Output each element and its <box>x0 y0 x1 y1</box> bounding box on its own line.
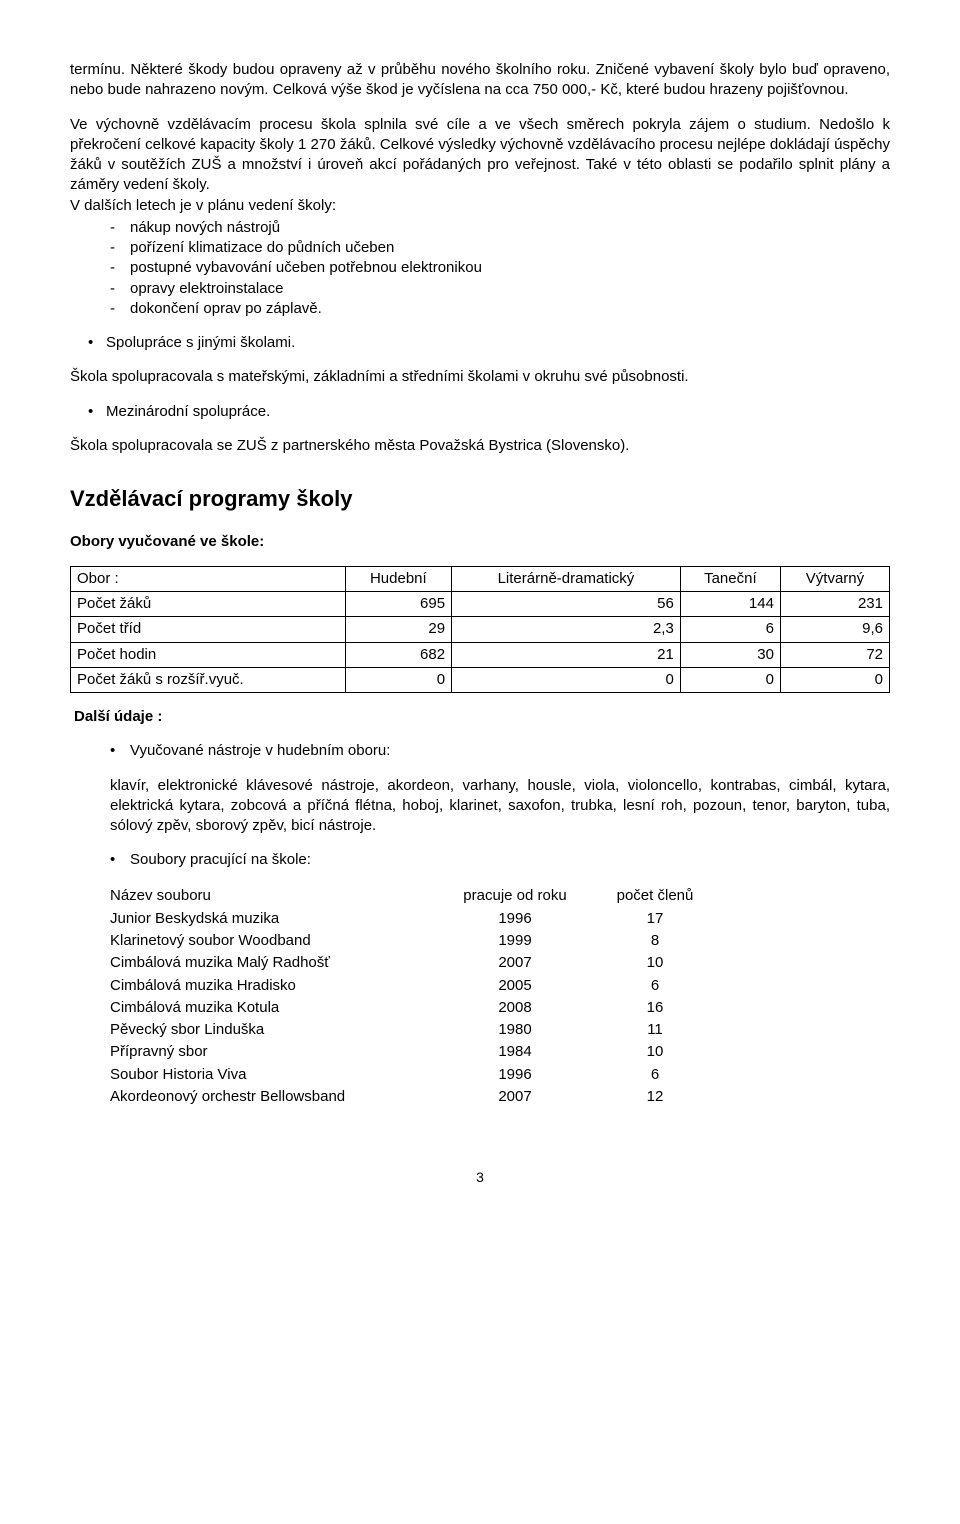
soubory-count: 17 <box>600 908 720 930</box>
plan-list-item: opravy elektroinstalace <box>70 279 890 299</box>
soubory-year: 2007 <box>440 1086 600 1108</box>
soubory-year: 1980 <box>440 1019 600 1041</box>
soubory-name: Cimbálová muzika Malý Radhošť <box>110 952 440 974</box>
soubory-col-count: počet členů <box>600 885 720 908</box>
table-row: Soubor Historia Viva19966 <box>110 1064 720 1086</box>
paragraph-mezinarodni: Škola spolupracovala se ZUŠ z partnerské… <box>70 436 890 456</box>
soubory-name: Cimbálová muzika Hradisko <box>110 975 440 997</box>
soubory-year: 2007 <box>440 952 600 974</box>
plan-list-item: nákup nových nástrojů <box>70 218 890 238</box>
soubory-count: 6 <box>600 975 720 997</box>
soubory-name: Pěvecký sbor Linduška <box>110 1019 440 1041</box>
obory-row-value: 0 <box>452 667 681 692</box>
soubory-year: 1996 <box>440 908 600 930</box>
table-row: Pěvecký sbor Linduška198011 <box>110 1019 720 1041</box>
plan-list-lead: V dalších letech je v plánu vedení školy… <box>70 196 890 216</box>
obory-row-label: Počet hodin <box>71 642 346 667</box>
paragraph-intro: termínu. Některé škody budou opraveny až… <box>70 60 890 101</box>
page-number: 3 <box>70 1168 890 1187</box>
soubory-year: 1999 <box>440 930 600 952</box>
table-obory: Obor :HudebníLiterárně-dramatickýTaneční… <box>70 566 890 693</box>
section-title: Vzdělávací programy školy <box>70 484 890 514</box>
soubory-name: Soubor Historia Viva <box>110 1064 440 1086</box>
bullet-nastroje: Vyučované nástroje v hudebním oboru: <box>70 741 890 761</box>
dalsi-udaje-label: Další údaje : <box>74 707 890 727</box>
obory-row-value: 144 <box>680 592 780 617</box>
soubory-count: 10 <box>600 1041 720 1063</box>
obory-row-value: 21 <box>452 642 681 667</box>
soubory-name: Cimbálová muzika Kotula <box>110 997 440 1019</box>
obory-row-value: 0 <box>345 667 452 692</box>
soubory-count: 10 <box>600 952 720 974</box>
plan-list-item: postupné vybavování učeben potřebnou ele… <box>70 258 890 278</box>
table-row: Cimbálová muzika Kotula200816 <box>110 997 720 1019</box>
obory-header-cell: Taneční <box>680 566 780 591</box>
obory-row-label: Počet tříd <box>71 617 346 642</box>
soubory-year: 2005 <box>440 975 600 997</box>
soubory-col-year: pracuje od roku <box>440 885 600 908</box>
instruments-paragraph: klavír, elektronické klávesové nástroje,… <box>70 776 890 837</box>
soubory-count: 16 <box>600 997 720 1019</box>
soubory-count: 12 <box>600 1086 720 1108</box>
soubory-count: 6 <box>600 1064 720 1086</box>
table-row: Počet žáků69556144231 <box>71 592 890 617</box>
obory-header-cell: Hudební <box>345 566 452 591</box>
obory-row-value: 72 <box>780 642 889 667</box>
paragraph-plan-lead: Ve výchovně vzdělávacím procesu škola sp… <box>70 115 890 196</box>
obory-header-cell: Výtvarný <box>780 566 889 591</box>
soubory-year: 1996 <box>440 1064 600 1086</box>
table-row: Počet žáků s rozšíř.vyuč.0000 <box>71 667 890 692</box>
obory-row-value: 695 <box>345 592 452 617</box>
soubory-name: Klarinetový soubor Woodband <box>110 930 440 952</box>
table-soubory: Název souboru pracuje od roku počet člen… <box>110 885 720 1109</box>
plan-list-item: pořízení klimatizace do půdních učeben <box>70 238 890 258</box>
bullet-mezinarodni: Mezinárodní spolupráce. <box>70 402 890 422</box>
table-row: Cimbálová muzika Hradisko20056 <box>110 975 720 997</box>
bullet-spoluprace: Spolupráce s jinými školami. <box>70 333 890 353</box>
soubory-year: 2008 <box>440 997 600 1019</box>
obory-header-cell: Literárně-dramatický <box>452 566 681 591</box>
obory-heading: Obory vyučované ve škole: <box>70 532 890 552</box>
table-row: Akordeonový orchestr Bellowsband200712 <box>110 1086 720 1108</box>
table-row: Počet hodin682213072 <box>71 642 890 667</box>
obory-header-cell: Obor : <box>71 566 346 591</box>
obory-row-value: 0 <box>680 667 780 692</box>
obory-row-value: 9,6 <box>780 617 889 642</box>
soubory-count: 8 <box>600 930 720 952</box>
table-row: Cimbálová muzika Malý Radhošť200710 <box>110 952 720 974</box>
obory-row-label: Počet žáků s rozšíř.vyuč. <box>71 667 346 692</box>
soubory-name: Akordeonový orchestr Bellowsband <box>110 1086 440 1108</box>
soubory-name: Přípravný sbor <box>110 1041 440 1063</box>
obory-row-value: 2,3 <box>452 617 681 642</box>
obory-row-value: 56 <box>452 592 681 617</box>
bullet-soubory: Soubory pracující na škole: <box>70 850 890 870</box>
table-row: Přípravný sbor198410 <box>110 1041 720 1063</box>
obory-row-value: 30 <box>680 642 780 667</box>
obory-row-value: 0 <box>780 667 889 692</box>
obory-row-value: 29 <box>345 617 452 642</box>
soubory-year: 1984 <box>440 1041 600 1063</box>
table-row: Junior Beskydská muzika199617 <box>110 908 720 930</box>
soubory-name: Junior Beskydská muzika <box>110 908 440 930</box>
table-row: Počet tříd292,369,6 <box>71 617 890 642</box>
paragraph-plan-block: Ve výchovně vzdělávacím procesu škola sp… <box>70 115 890 320</box>
soubory-col-name: Název souboru <box>110 885 440 908</box>
obory-row-value: 6 <box>680 617 780 642</box>
obory-row-label: Počet žáků <box>71 592 346 617</box>
obory-row-value: 682 <box>345 642 452 667</box>
table-row: Klarinetový soubor Woodband19998 <box>110 930 720 952</box>
plan-list-item: dokončení oprav po záplavě. <box>70 299 890 319</box>
soubory-count: 11 <box>600 1019 720 1041</box>
obory-row-value: 231 <box>780 592 889 617</box>
paragraph-spoluprace: Škola spolupracovala s mateřskými, zákla… <box>70 367 890 387</box>
